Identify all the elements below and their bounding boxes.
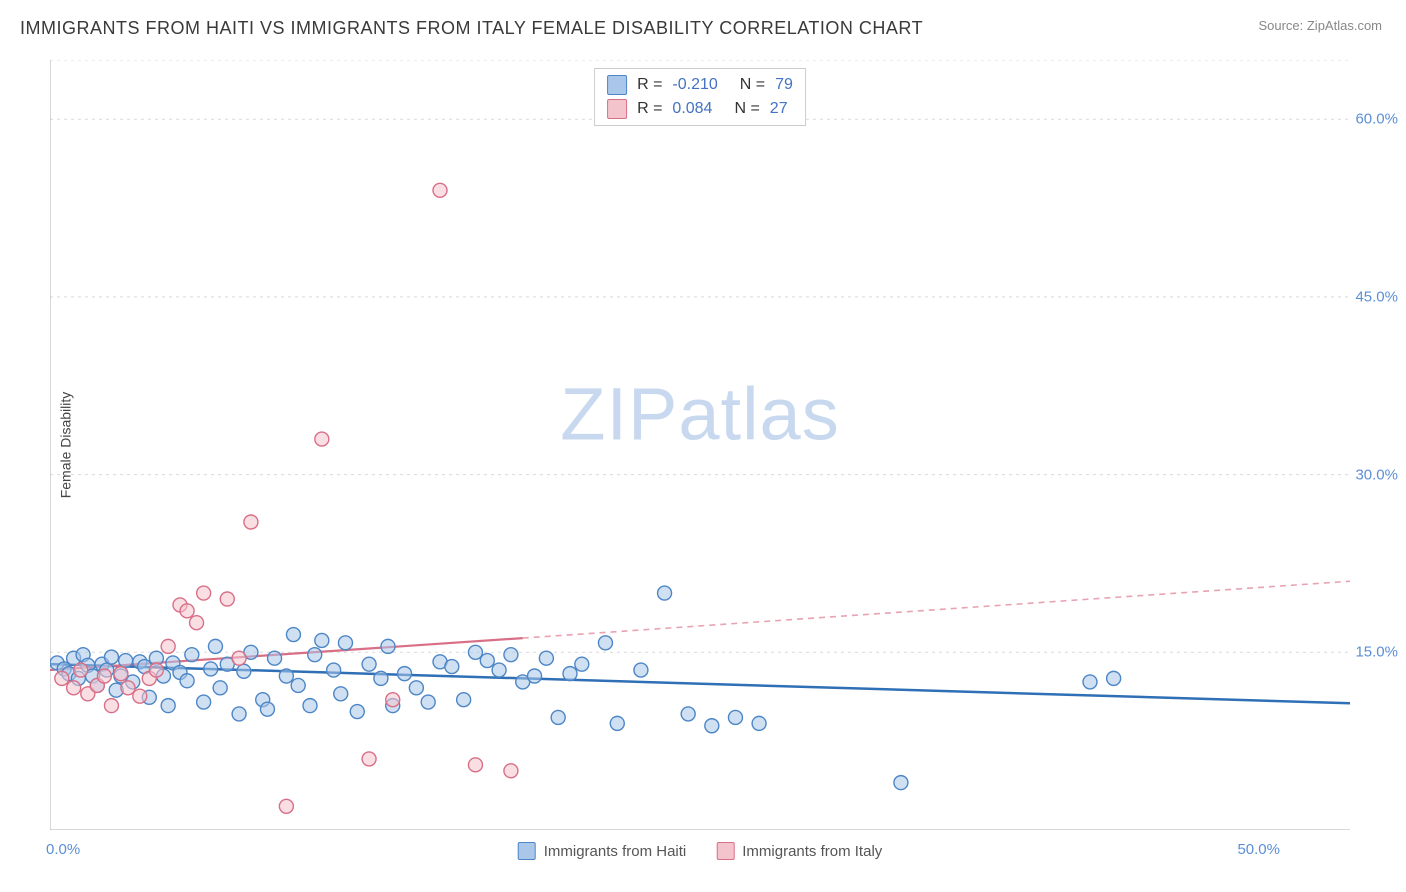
n-value: 27 <box>770 100 788 118</box>
chart-title: IMMIGRANTS FROM HAITI VS IMMIGRANTS FROM… <box>20 18 923 39</box>
y-tick-label: 60.0% <box>1355 111 1398 128</box>
n-label: N = <box>740 76 765 94</box>
legend-label: Immigrants from Italy <box>742 843 882 860</box>
x-axis-legend: Immigrants from Haiti Immigrants from It… <box>518 842 883 860</box>
x-tick-label: 0.0% <box>46 841 80 858</box>
legend-swatch-haiti <box>607 75 627 95</box>
legend-label: Immigrants from Haiti <box>544 843 687 860</box>
x-tick-label: 50.0% <box>1237 841 1280 858</box>
y-tick-label: 30.0% <box>1355 466 1398 483</box>
chart-area: ZIPatlas Female Disability 15.0% 30.0% 4… <box>50 60 1350 830</box>
y-tick-label: 15.0% <box>1355 644 1398 661</box>
legend-item-haiti: Immigrants from Haiti <box>518 842 687 860</box>
legend-item-italy: Immigrants from Italy <box>716 842 882 860</box>
r-label: R = <box>637 76 662 94</box>
source-attribution: Source: ZipAtlas.com <box>1258 18 1382 33</box>
correlation-legend: R = -0.210 N = 79 R = 0.084 N = 27 <box>594 68 806 126</box>
legend-swatch-italy <box>607 99 627 119</box>
correlation-row-italy: R = 0.084 N = 27 <box>607 97 793 121</box>
scatter-plot <box>50 60 1350 830</box>
n-label: N = <box>734 100 759 118</box>
y-tick-label: 45.0% <box>1355 288 1398 305</box>
n-value: 79 <box>775 76 793 94</box>
legend-swatch-italy <box>716 842 734 860</box>
r-value: 0.084 <box>672 100 712 118</box>
correlation-row-haiti: R = -0.210 N = 79 <box>607 73 793 97</box>
r-label: R = <box>637 100 662 118</box>
r-value: -0.210 <box>672 76 717 94</box>
y-axis-title: Female Disability <box>57 392 73 499</box>
legend-swatch-haiti <box>518 842 536 860</box>
